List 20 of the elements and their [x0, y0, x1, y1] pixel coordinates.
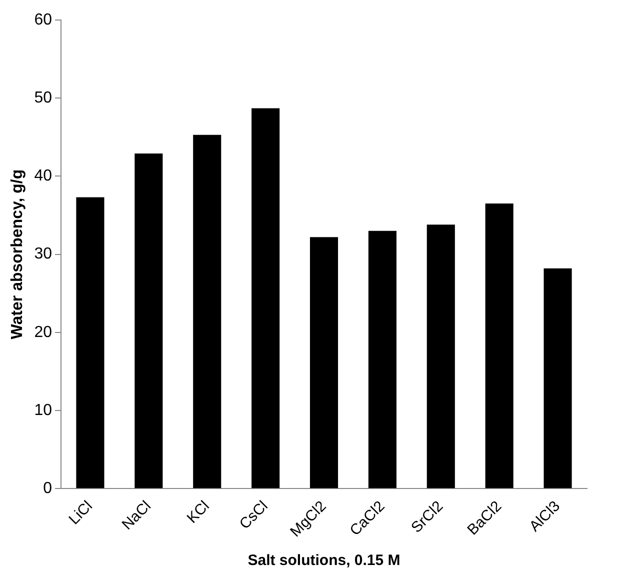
- bar: [134, 154, 163, 488]
- x-tick-label: KCl: [184, 498, 213, 527]
- y-tick-label: 10: [34, 402, 52, 419]
- y-tick-label: 60: [34, 11, 52, 28]
- bar: [485, 204, 514, 488]
- bar: [544, 268, 572, 488]
- bar: [76, 197, 104, 488]
- y-tick-label: 0: [43, 480, 52, 498]
- bar: [368, 230, 396, 488]
- bar: [193, 134, 222, 488]
- y-tick-label: 50: [34, 90, 52, 107]
- y-tick-label: 40: [34, 168, 52, 185]
- bar: [426, 224, 455, 488]
- bar: [252, 108, 280, 488]
- bar: [310, 237, 338, 488]
- x-tick-label: LiCl: [66, 498, 96, 528]
- y-tick-label: 20: [34, 324, 52, 341]
- x-axis-title: Salt solutions, 0.15 M: [248, 552, 400, 570]
- y-axis-title: Water absorbency, g/g: [9, 169, 26, 340]
- y-tick-label: 30: [34, 246, 52, 263]
